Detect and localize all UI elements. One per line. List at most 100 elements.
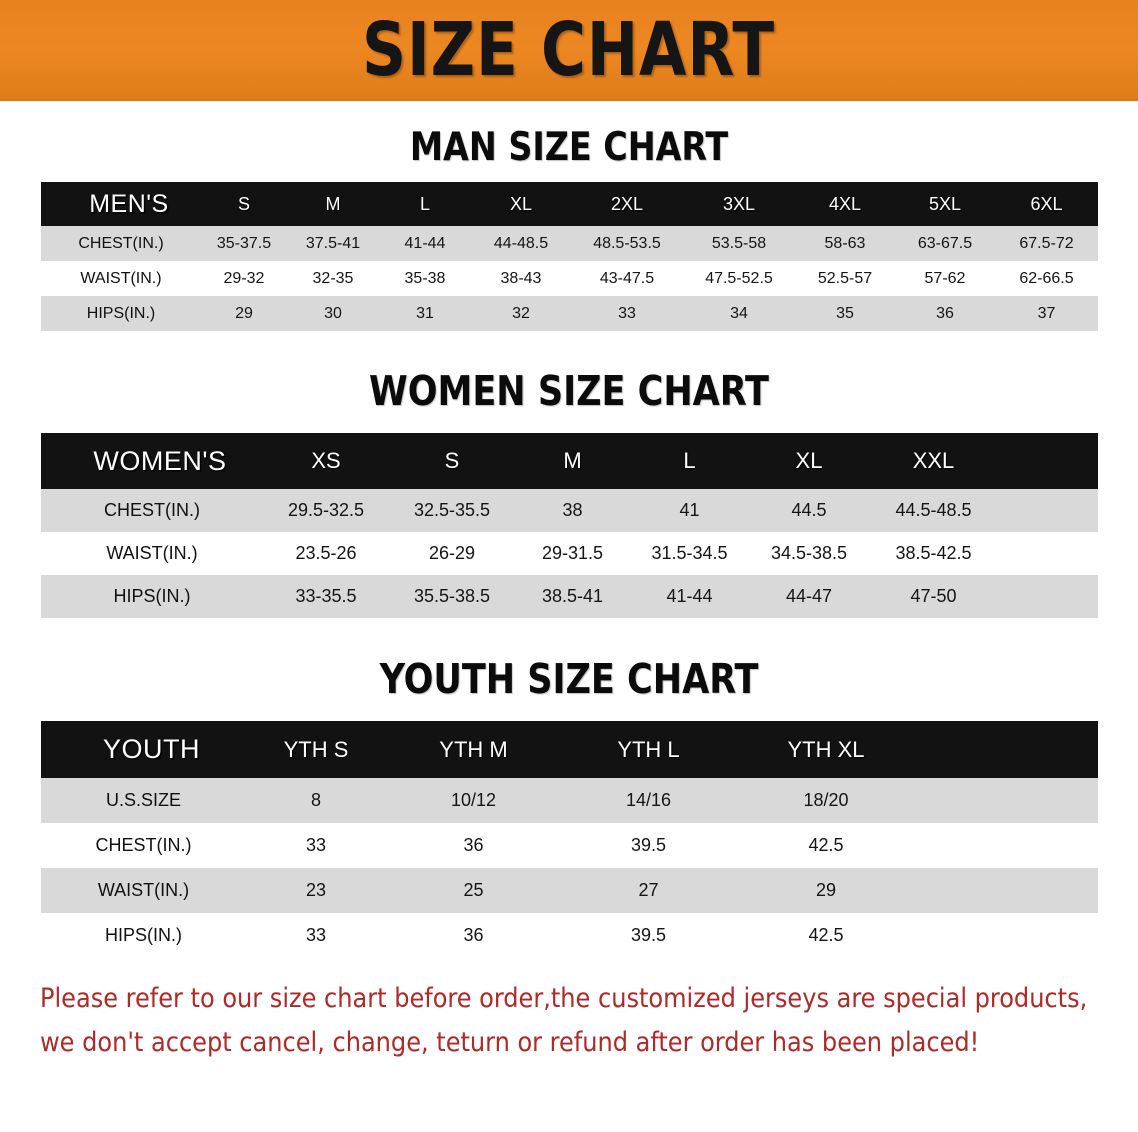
man-chest-6xl: 67.5-72: [995, 226, 1098, 261]
man-hips-l: 31: [379, 296, 471, 331]
youth-chest-yth-m: 36: [386, 823, 561, 868]
man-col-header-3xl: 3XL: [683, 182, 795, 226]
man-hips-s: 29: [201, 296, 287, 331]
man-table-header-row: MEN'S S M L XL 2XL 3XL 4XL 5XL 6XL: [41, 182, 1098, 226]
man-hips-5xl: 36: [895, 296, 995, 331]
table-row: HIPS(IN.) 33 36 39.5 42.5: [41, 913, 1098, 958]
man-chest-l: 41-44: [379, 226, 471, 261]
women-waist-xs: 23.5-26: [263, 532, 389, 575]
man-row-label-hips: HIPS(IN.): [41, 296, 201, 331]
women-hips-xs: 33-35.5: [263, 575, 389, 618]
women-row-spacer: [998, 532, 1098, 575]
man-waist-s: 29-32: [201, 261, 287, 296]
youth-ussize-yth-m: 10/12: [386, 778, 561, 823]
man-col-header-6xl: 6XL: [995, 182, 1098, 226]
women-brand-label: WOMEN'S: [41, 433, 263, 489]
women-col-header-xl: XL: [749, 433, 869, 489]
women-col-header-l: L: [630, 433, 749, 489]
man-col-header-s: S: [201, 182, 287, 226]
women-waist-s: 26-29: [389, 532, 515, 575]
women-hips-m: 38.5-41: [515, 575, 630, 618]
man-hips-4xl: 35: [795, 296, 895, 331]
man-waist-4xl: 52.5-57: [795, 261, 895, 296]
youth-chest-yth-xl: 42.5: [736, 823, 916, 868]
youth-row-spacer: [916, 778, 1098, 823]
youth-col-header-yth-l: YTH L: [561, 721, 736, 778]
women-row-spacer: [998, 575, 1098, 618]
man-hips-xl: 32: [471, 296, 571, 331]
man-waist-l: 35-38: [379, 261, 471, 296]
man-col-header-5xl: 5XL: [895, 182, 995, 226]
youth-size-table: YOUTH YTH S YTH M YTH L YTH XL U.S.SIZE …: [41, 721, 1098, 958]
man-brand-label: MEN'S: [41, 182, 201, 226]
youth-waist-yth-s: 23: [246, 868, 386, 913]
man-chest-4xl: 58-63: [795, 226, 895, 261]
women-col-header-xxl: XXL: [869, 433, 998, 489]
women-table-header-row: WOMEN'S XS S M L XL XXL: [41, 433, 1098, 489]
youth-waist-yth-l: 27: [561, 868, 736, 913]
man-row-label-waist: WAIST(IN.): [41, 261, 201, 296]
women-chest-s: 32.5-35.5: [389, 489, 515, 532]
man-waist-2xl: 43-47.5: [571, 261, 683, 296]
man-waist-6xl: 62-66.5: [995, 261, 1098, 296]
man-chest-3xl: 53.5-58: [683, 226, 795, 261]
women-section-title: WOMEN SIZE CHART: [369, 367, 769, 415]
youth-waist-yth-m: 25: [386, 868, 561, 913]
youth-ussize-yth-xl: 18/20: [736, 778, 916, 823]
women-col-header-s: S: [389, 433, 515, 489]
man-col-header-4xl: 4XL: [795, 182, 895, 226]
man-chest-xl: 44-48.5: [471, 226, 571, 261]
man-col-header-xl: XL: [471, 182, 571, 226]
man-waist-xl: 38-43: [471, 261, 571, 296]
table-row: CHEST(IN.) 35-37.5 37.5-41 41-44 44-48.5…: [41, 226, 1098, 261]
women-chest-l: 41: [630, 489, 749, 532]
women-hips-s: 35.5-38.5: [389, 575, 515, 618]
table-row: WAIST(IN.) 23.5-26 26-29 29-31.5 31.5-34…: [41, 532, 1098, 575]
women-chest-m: 38: [515, 489, 630, 532]
youth-chest-yth-l: 39.5: [561, 823, 736, 868]
youth-hips-yth-s: 33: [246, 913, 386, 958]
women-size-table: WOMEN'S XS S M L XL XXL CHEST(IN.) 29.5-…: [41, 433, 1098, 618]
man-hips-m: 30: [287, 296, 379, 331]
youth-row-spacer: [916, 868, 1098, 913]
man-waist-m: 32-35: [287, 261, 379, 296]
youth-col-header-yth-m: YTH M: [386, 721, 561, 778]
man-chest-m: 37.5-41: [287, 226, 379, 261]
women-chest-xxl: 44.5-48.5: [869, 489, 998, 532]
youth-hips-yth-xl: 42.5: [736, 913, 916, 958]
youth-row-label-chest: CHEST(IN.): [41, 823, 246, 868]
man-hips-3xl: 34: [683, 296, 795, 331]
women-row-label-waist: WAIST(IN.): [41, 532, 263, 575]
youth-brand-label: YOUTH: [41, 721, 246, 778]
women-col-header-m: M: [515, 433, 630, 489]
women-waist-xl: 34.5-38.5: [749, 532, 869, 575]
youth-row-label-ussize: U.S.SIZE: [41, 778, 246, 823]
women-row-label-hips: HIPS(IN.): [41, 575, 263, 618]
women-row-label-chest: CHEST(IN.): [41, 489, 263, 532]
youth-row-label-hips: HIPS(IN.): [41, 913, 246, 958]
youth-section-title: YOUTH SIZE CHART: [379, 655, 759, 703]
youth-table-header-row: YOUTH YTH S YTH M YTH L YTH XL: [41, 721, 1098, 778]
youth-row-spacer: [916, 913, 1098, 958]
women-hips-l: 41-44: [630, 575, 749, 618]
table-row: WAIST(IN.) 29-32 32-35 35-38 38-43 43-47…: [41, 261, 1098, 296]
table-row: CHEST(IN.) 33 36 39.5 42.5: [41, 823, 1098, 868]
man-chest-s: 35-37.5: [201, 226, 287, 261]
women-col-header-xs: XS: [263, 433, 389, 489]
man-waist-3xl: 47.5-52.5: [683, 261, 795, 296]
women-waist-l: 31.5-34.5: [630, 532, 749, 575]
return-policy-note-line2: we don't accept cancel, change, teturn o…: [40, 1027, 980, 1058]
youth-waist-yth-xl: 29: [736, 868, 916, 913]
women-chest-xl: 44.5: [749, 489, 869, 532]
women-waist-m: 29-31.5: [515, 532, 630, 575]
man-section-title: MAN SIZE CHART: [409, 125, 729, 170]
women-chest-xs: 29.5-32.5: [263, 489, 389, 532]
table-row: WAIST(IN.) 23 25 27 29: [41, 868, 1098, 913]
man-chest-5xl: 63-67.5: [895, 226, 995, 261]
table-row: CHEST(IN.) 29.5-32.5 32.5-35.5 38 41 44.…: [41, 489, 1098, 532]
man-col-header-l: L: [379, 182, 471, 226]
youth-row-label-waist: WAIST(IN.): [41, 868, 246, 913]
youth-row-spacer: [916, 823, 1098, 868]
youth-col-header-yth-xl: YTH XL: [736, 721, 916, 778]
page-banner: SIZE CHART: [0, 0, 1138, 101]
